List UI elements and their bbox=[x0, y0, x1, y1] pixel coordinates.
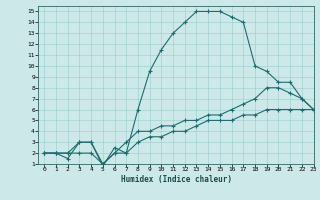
X-axis label: Humidex (Indice chaleur): Humidex (Indice chaleur) bbox=[121, 175, 231, 184]
